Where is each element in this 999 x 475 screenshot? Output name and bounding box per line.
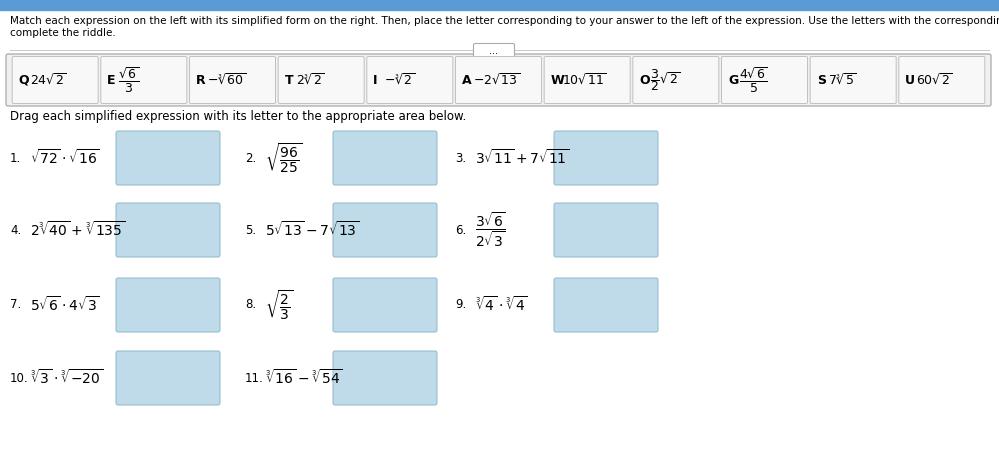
Text: 3.: 3. (455, 152, 467, 164)
FancyBboxPatch shape (474, 44, 514, 58)
Text: $-\sqrt[3]{60}$: $-\sqrt[3]{60}$ (207, 72, 247, 87)
Text: $5\sqrt{13}-7\sqrt{13}$: $5\sqrt{13}-7\sqrt{13}$ (265, 220, 360, 239)
Text: 7.: 7. (10, 298, 21, 312)
Text: complete the riddle.: complete the riddle. (10, 28, 116, 38)
Text: T: T (285, 74, 294, 86)
Text: $\sqrt{\dfrac{2}{3}}$: $\sqrt{\dfrac{2}{3}}$ (265, 288, 294, 322)
FancyBboxPatch shape (116, 351, 220, 405)
Text: R: R (196, 74, 206, 86)
Bar (0, 0, 999, 10)
Text: $\sqrt{\dfrac{96}{25}}$: $\sqrt{\dfrac{96}{25}}$ (265, 141, 303, 175)
Text: O: O (639, 74, 650, 86)
Text: U: U (905, 74, 915, 86)
Text: $\sqrt[3]{4}\cdot\sqrt[3]{4}$: $\sqrt[3]{4}\cdot\sqrt[3]{4}$ (475, 295, 527, 314)
FancyBboxPatch shape (116, 278, 220, 332)
FancyBboxPatch shape (554, 203, 658, 257)
Text: G: G (728, 74, 738, 86)
Text: Q: Q (19, 74, 29, 86)
Text: 6.: 6. (455, 224, 467, 237)
Text: S: S (816, 74, 825, 86)
FancyBboxPatch shape (456, 57, 541, 104)
Text: 11.: 11. (245, 371, 264, 384)
Text: $\dfrac{\sqrt{6}}{3}$: $\dfrac{\sqrt{6}}{3}$ (118, 65, 140, 95)
Text: 10.: 10. (10, 371, 29, 384)
Text: $3\sqrt{11}+7\sqrt{11}$: $3\sqrt{11}+7\sqrt{11}$ (475, 149, 569, 168)
Text: A: A (462, 74, 472, 86)
Text: $\sqrt[3]{16}-\sqrt[3]{54}$: $\sqrt[3]{16}-\sqrt[3]{54}$ (265, 369, 343, 388)
FancyBboxPatch shape (721, 57, 807, 104)
FancyBboxPatch shape (333, 203, 437, 257)
FancyBboxPatch shape (116, 131, 220, 185)
Text: $\sqrt[3]{3}\cdot\sqrt[3]{-20}$: $\sqrt[3]{3}\cdot\sqrt[3]{-20}$ (30, 369, 103, 388)
Text: $-2\sqrt{13}$: $-2\sqrt{13}$ (473, 72, 520, 87)
Text: I: I (374, 74, 378, 86)
Text: 5.: 5. (245, 224, 256, 237)
Text: 9.: 9. (455, 298, 467, 312)
Text: $\dfrac{4\sqrt{6}}{5}$: $\dfrac{4\sqrt{6}}{5}$ (739, 65, 768, 95)
Text: E: E (107, 74, 116, 86)
FancyBboxPatch shape (810, 57, 896, 104)
Text: 2.: 2. (245, 152, 257, 164)
Text: Drag each simplified expression with its letter to the appropriate area below.: Drag each simplified expression with its… (10, 110, 467, 123)
FancyBboxPatch shape (632, 57, 719, 104)
FancyBboxPatch shape (116, 203, 220, 257)
Text: $24\sqrt{2}$: $24\sqrt{2}$ (30, 72, 67, 87)
Text: $7\sqrt[3]{5}$: $7\sqrt[3]{5}$ (827, 72, 856, 87)
FancyBboxPatch shape (278, 57, 365, 104)
Text: $5\sqrt{6}\cdot4\sqrt{3}$: $5\sqrt{6}\cdot4\sqrt{3}$ (30, 295, 100, 314)
FancyBboxPatch shape (333, 131, 437, 185)
FancyBboxPatch shape (6, 54, 991, 106)
Text: ...: ... (490, 46, 499, 56)
Text: $2\sqrt[3]{2}$: $2\sqrt[3]{2}$ (296, 72, 325, 87)
Text: $\dfrac{3}{2}\sqrt{2}$: $\dfrac{3}{2}\sqrt{2}$ (650, 67, 681, 93)
Text: $\dfrac{3\sqrt{6}}{2\sqrt{3}}$: $\dfrac{3\sqrt{6}}{2\sqrt{3}}$ (475, 211, 505, 249)
Text: 1.: 1. (10, 152, 21, 164)
Text: 8.: 8. (245, 298, 256, 312)
FancyBboxPatch shape (333, 351, 437, 405)
FancyBboxPatch shape (101, 57, 187, 104)
FancyBboxPatch shape (544, 57, 630, 104)
Text: 4.: 4. (10, 224, 21, 237)
FancyBboxPatch shape (899, 57, 985, 104)
Text: $\sqrt{72}\cdot\sqrt{16}$: $\sqrt{72}\cdot\sqrt{16}$ (30, 149, 100, 168)
FancyBboxPatch shape (333, 278, 437, 332)
FancyBboxPatch shape (367, 57, 453, 104)
Text: $2\sqrt[3]{40}+\sqrt[3]{135}$: $2\sqrt[3]{40}+\sqrt[3]{135}$ (30, 220, 126, 239)
Text: $10\sqrt{11}$: $10\sqrt{11}$ (561, 72, 606, 87)
Text: W: W (550, 74, 564, 86)
Text: $-\sqrt[3]{2}$: $-\sqrt[3]{2}$ (385, 72, 416, 87)
FancyBboxPatch shape (12, 57, 98, 104)
FancyBboxPatch shape (554, 131, 658, 185)
FancyBboxPatch shape (190, 57, 276, 104)
Text: $60\sqrt{2}$: $60\sqrt{2}$ (916, 72, 953, 87)
FancyBboxPatch shape (554, 278, 658, 332)
Text: Match each expression on the left with its simplified form on the right. Then, p: Match each expression on the left with i… (10, 16, 999, 26)
